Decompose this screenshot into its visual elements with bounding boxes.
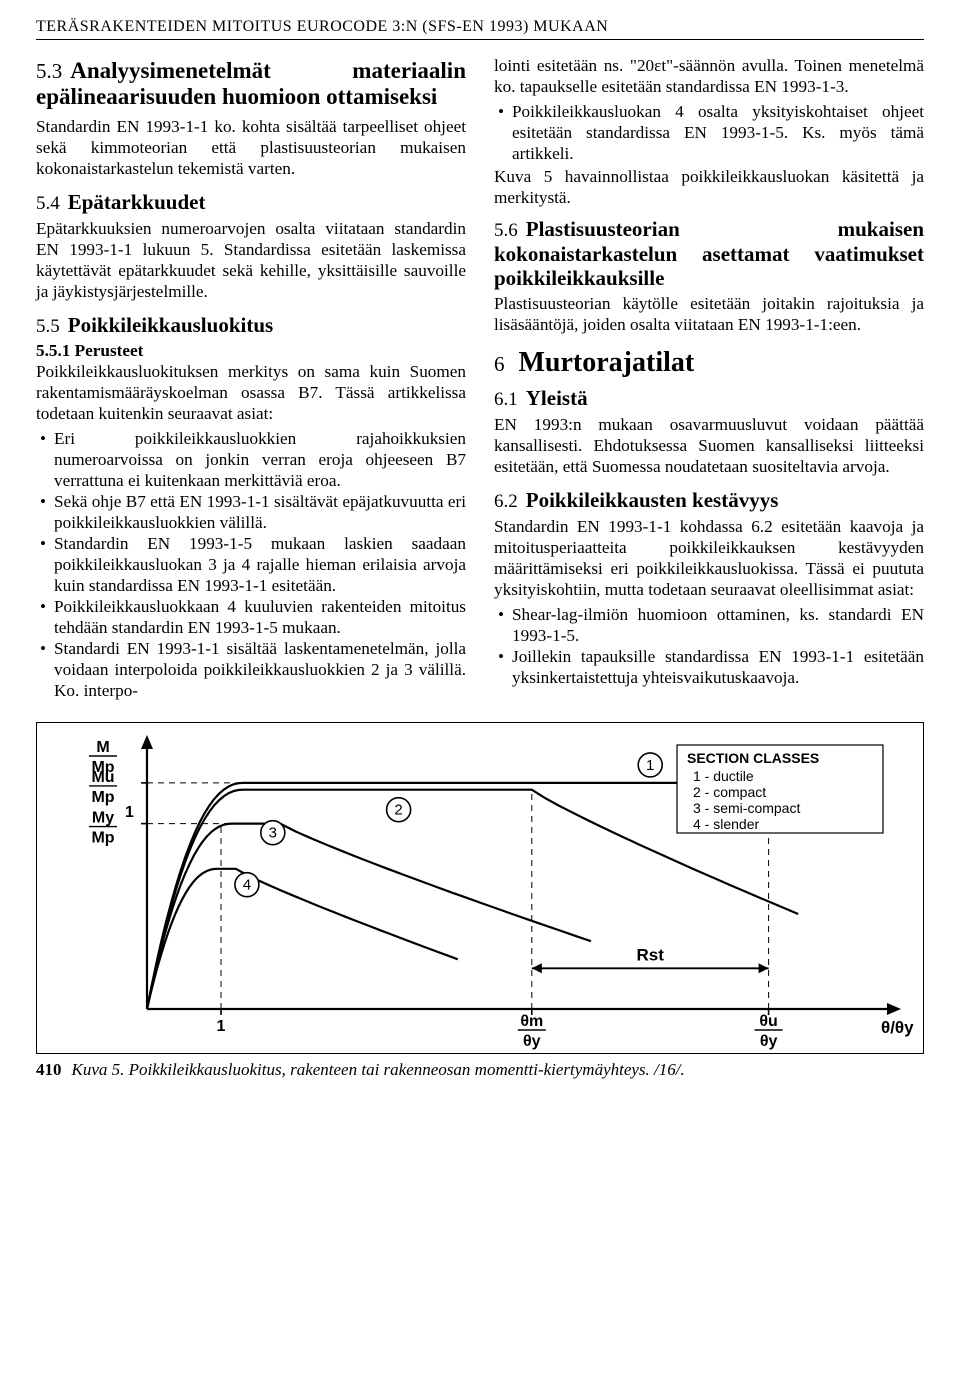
heading-text: Plastisuusteorian mukaisen kokonaistarka…: [494, 217, 924, 290]
svg-text:θm: θm: [520, 1013, 543, 1030]
svg-text:2: 2: [394, 802, 402, 819]
heading-number: 6.2: [494, 491, 518, 512]
heading-text: Analyysimenetelmät materiaalin epälineaa…: [36, 58, 466, 109]
svg-text:Mp: Mp: [91, 830, 114, 847]
figure-5: 1234RstMMpMuMp1MyMp1θmθyθuθyθ/θySECTION …: [36, 722, 924, 1080]
list-item: Joillekin tapauksille standardissa EN 19…: [512, 647, 924, 689]
list-item: Standardi EN 1993-1-1 sisältää laskentam…: [54, 639, 466, 702]
svg-text:1 - ductile: 1 - ductile: [693, 768, 754, 784]
svg-text:θ/θy: θ/θy: [881, 1018, 914, 1037]
heading-number: 5.6: [494, 220, 518, 241]
list-item: Eri poikkileikkausluokkien rajahoikkuksi…: [54, 429, 466, 492]
paragraph: Kuva 5 havainnollistaa poikkileikkausluo…: [494, 167, 924, 209]
svg-text:M: M: [96, 739, 109, 756]
svg-text:Mp: Mp: [91, 789, 114, 806]
heading-text: Yleistä: [526, 386, 588, 410]
paragraph: lointi esitetään ns. "20εt"-säännön avul…: [494, 56, 924, 98]
caption-row: 410 Kuva 5. Poikkileikkausluokitus, rake…: [36, 1060, 924, 1080]
svg-text:1: 1: [125, 804, 134, 821]
svg-text:1: 1: [646, 757, 654, 774]
subheading-5-5-1: 5.5.1 Perusteet: [36, 341, 143, 360]
text-columns: 5.3Analyysimenetelmät materiaalin epälin…: [36, 56, 924, 704]
list-item: Standardin EN 1993-1-5 mukaan laskien sa…: [54, 534, 466, 597]
heading-text: Poikkileikkausluokitus: [68, 313, 273, 337]
list-item: Poikkileikkausluokan 4 osalta yksityisko…: [512, 102, 924, 165]
list-item: Poikkileikkausluokkaan 4 kuuluvien raken…: [54, 597, 466, 639]
svg-text:3 - semi-compact: 3 - semi-compact: [693, 800, 800, 816]
svg-text:2 - compact: 2 - compact: [693, 784, 766, 800]
svg-text:Mu: Mu: [91, 769, 114, 786]
figure-caption: Kuva 5. Poikkileikkausluokitus, rakentee…: [72, 1060, 685, 1080]
svg-text:Rst: Rst: [636, 945, 664, 964]
heading-5-5: 5.5 Poikkileikkausluokitus: [36, 313, 466, 338]
heading-number: 5.4: [36, 193, 60, 214]
bullet-list: Poikkileikkausluokan 4 osalta yksityisko…: [494, 102, 924, 165]
svg-text:1: 1: [217, 1018, 226, 1035]
right-column: lointi esitetään ns. "20εt"-säännön avul…: [494, 56, 924, 704]
paragraph-text: Poikkileikkausluokituksen merkitys on sa…: [36, 362, 466, 423]
svg-text:My: My: [92, 810, 114, 827]
bullet-list: Shear-lag-ilmiön huomioon ottaminen, ks.…: [494, 605, 924, 689]
heading-text: Epätarkkuudet: [68, 190, 206, 214]
bullet-list: Eri poikkileikkausluokkien rajahoikkuksi…: [36, 429, 466, 702]
paragraph: Epätarkkuuksien numeroarvojen osalta vii…: [36, 219, 466, 303]
svg-text:θy: θy: [523, 1033, 541, 1050]
svg-text:3: 3: [269, 825, 277, 842]
section-classes-chart: 1234RstMMpMuMp1MyMp1θmθyθuθyθ/θySECTION …: [37, 723, 917, 1053]
heading-5-6: 5.6Plastisuusteorian mukaisen kokonaista…: [494, 217, 924, 290]
running-head: TERÄSRAKENTEIDEN MITOITUS EUROCODE 3:N (…: [36, 18, 924, 40]
paragraph: 5.5.1 Perusteet Poikkileikkausluokitukse…: [36, 341, 466, 425]
page-number: 410: [36, 1060, 62, 1080]
paragraph: Plastisuusteorian käytölle esitetään joi…: [494, 294, 924, 336]
heading-number: 6: [494, 352, 505, 376]
svg-text:θy: θy: [760, 1033, 778, 1050]
page: TERÄSRAKENTEIDEN MITOITUS EUROCODE 3:N (…: [0, 0, 960, 1092]
paragraph: Standardin EN 1993-1-1 kohdassa 6.2 esit…: [494, 517, 924, 601]
list-item: Shear-lag-ilmiön huomioon ottaminen, ks.…: [512, 605, 924, 647]
list-item: Sekä ohje B7 että EN 1993-1-1 sisältävät…: [54, 492, 466, 534]
heading-5-4: 5.4 Epätarkkuudet: [36, 190, 466, 215]
paragraph: EN 1993:n mukaan osavarmuusluvut voidaan…: [494, 415, 924, 478]
heading-number: 5.3: [36, 59, 62, 83]
paragraph: Standardin EN 1993-1-1 ko. kohta sisältä…: [36, 117, 466, 180]
heading-number: 6.1: [494, 389, 518, 410]
svg-text:4: 4: [243, 877, 251, 894]
chart-container: 1234RstMMpMuMp1MyMp1θmθyθuθyθ/θySECTION …: [36, 722, 924, 1054]
svg-text:θu: θu: [759, 1013, 777, 1030]
heading-text: Poikkileikkausten kestävyys: [526, 488, 779, 512]
svg-text:4 - slender: 4 - slender: [693, 816, 759, 832]
heading-6-2: 6.2 Poikkileikkausten kestävyys: [494, 488, 924, 513]
left-column: 5.3Analyysimenetelmät materiaalin epälin…: [36, 56, 466, 704]
heading-text: Murtorajatilat: [519, 347, 695, 378]
heading-5-3: 5.3Analyysimenetelmät materiaalin epälin…: [36, 58, 466, 111]
heading-6: 6 Murtorajatilat: [494, 346, 924, 380]
heading-number: 5.5: [36, 316, 60, 337]
svg-text:SECTION CLASSES: SECTION CLASSES: [687, 750, 819, 766]
heading-6-1: 6.1 Yleistä: [494, 386, 924, 411]
